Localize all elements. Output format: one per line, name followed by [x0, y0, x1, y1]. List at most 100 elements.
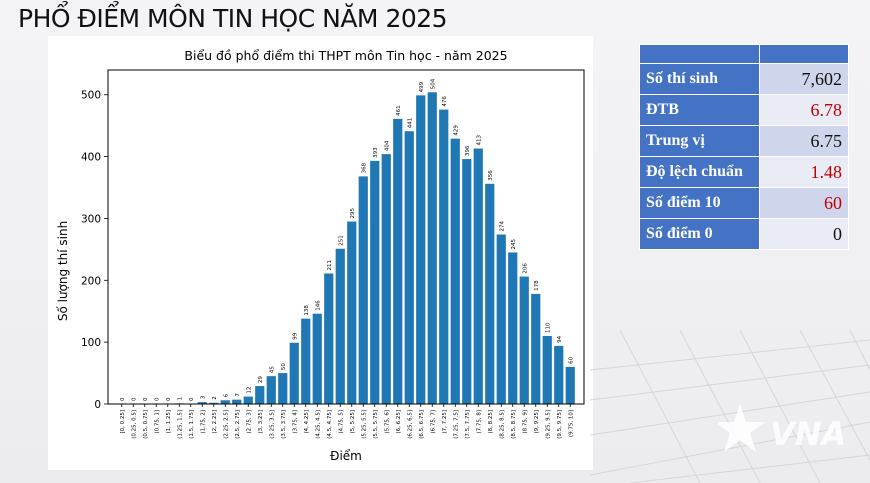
- bar-value-label: 0: [189, 397, 195, 401]
- x-tick-label: (3.25, 3.5]: [269, 410, 275, 439]
- bar-value-label: 251: [338, 235, 344, 246]
- bar-value-label: 1: [177, 397, 183, 401]
- x-tick-label: (6.75, 7]: [430, 410, 436, 434]
- x-tick-label: (5.5, 5.75]: [373, 410, 379, 439]
- stats-header-row: [639, 44, 849, 64]
- bar: [473, 148, 483, 404]
- stats-label: Độ lệch chuẩn: [639, 156, 760, 188]
- bar: [565, 366, 575, 404]
- x-tick-label: (6, 6.25]: [396, 410, 402, 434]
- bar-value-label: 368: [361, 162, 367, 173]
- x-tick-label: (2.5, 2.75]: [235, 410, 241, 439]
- x-tick-label: (4.75, 5]: [338, 410, 344, 434]
- bar-value-label: 94: [557, 335, 563, 342]
- bar: [312, 313, 322, 404]
- bar-value-label: 206: [522, 263, 528, 274]
- bar: [554, 345, 564, 404]
- bar: [496, 234, 506, 404]
- x-tick-label: (0.5, 0.75]: [143, 410, 149, 439]
- x-tick-label: (0.75, 1]: [154, 410, 160, 434]
- x-tick-label: (2.75, 3]: [246, 410, 252, 434]
- bar-value-label: 6: [223, 393, 229, 397]
- bar-value-label: 245: [511, 238, 517, 249]
- bar-value-label: 476: [442, 96, 448, 107]
- bar: [427, 92, 437, 404]
- bar-value-label: 146: [315, 300, 321, 311]
- bar: [439, 109, 449, 405]
- bar: [278, 373, 288, 404]
- bar: [289, 342, 299, 404]
- x-tick-label: (7.75, 8]: [476, 410, 482, 434]
- bar: [381, 154, 391, 404]
- stats-label: Trung vị: [639, 125, 760, 157]
- bar-value-label: 7: [235, 393, 241, 397]
- stats-label: Số điểm 10: [639, 187, 760, 219]
- bar-value-label: 499: [419, 81, 425, 92]
- bar: [508, 252, 518, 404]
- bar-value-label: 429: [453, 125, 459, 136]
- y-tick-label: 300: [81, 213, 101, 225]
- stats-value: 1.48: [759, 156, 849, 188]
- bar: [370, 160, 380, 404]
- chart-title: Biểu đồ phổ điểm thi THPT môn Tin học - …: [184, 48, 507, 63]
- y-tick-label: 100: [81, 337, 101, 349]
- stats-value: 6.75: [759, 125, 849, 157]
- bar-value-label: 413: [476, 135, 482, 146]
- bar-value-label: 50: [281, 363, 287, 370]
- bar: [243, 396, 253, 404]
- bar-value-label: 178: [534, 280, 540, 291]
- bar: [232, 399, 242, 404]
- stats-label: Số thí sinh: [639, 63, 760, 95]
- x-tick-label: (5.75, 6]: [384, 410, 390, 434]
- bar-value-label: 274: [499, 221, 505, 232]
- bar: [301, 318, 311, 404]
- bar-value-label: 504: [430, 78, 436, 89]
- score-distribution-chart: Biểu đồ phổ điểm thi THPT môn Tin học - …: [56, 48, 585, 463]
- x-tick-label: (9.5, 9.75]: [557, 410, 563, 439]
- bar: [266, 376, 276, 404]
- stats-header-cell: [759, 44, 849, 64]
- x-tick-label: (6.25, 6.5]: [407, 410, 413, 439]
- bar: [404, 131, 414, 404]
- x-tick-label: [0, 0.25]: [120, 410, 126, 434]
- stats-value: 60: [759, 187, 849, 219]
- x-tick-label: (4.25, 4.5]: [315, 410, 321, 439]
- x-axis-label: Điểm: [330, 449, 362, 463]
- watermark-text: VNA: [770, 415, 846, 453]
- x-tick-label: (6.5, 6.75]: [419, 410, 425, 439]
- stats-value: 0: [759, 218, 849, 250]
- bar-value-label: 393: [373, 147, 379, 158]
- x-tick-label: (2, 2.25]: [212, 410, 218, 434]
- x-tick-label: (8.5, 8.75]: [511, 410, 517, 439]
- bar-value-label: 99: [292, 332, 298, 339]
- bar-value-label: 60: [568, 356, 574, 363]
- bar: [531, 293, 541, 404]
- x-tick-label: (3.5, 3.75]: [281, 410, 287, 439]
- x-tick-label: (1.25, 1.5]: [177, 410, 183, 439]
- bar: [358, 176, 368, 404]
- stats-row: Số thí sinh 7,602: [639, 63, 849, 95]
- stats-value: 7,602: [759, 63, 849, 95]
- bar-value-label: 29: [258, 376, 264, 383]
- stats-row: Số điểm 10 60: [639, 187, 849, 219]
- stats-value: 6.78: [759, 94, 849, 126]
- chart-card: Biểu đồ phổ điểm thi THPT môn Tin học - …: [48, 36, 593, 470]
- x-tick-label: (3, 3.25]: [258, 410, 264, 434]
- bar: [220, 400, 230, 404]
- y-tick-label: 200: [81, 275, 101, 287]
- x-tick-label: (5, 5.25]: [350, 410, 356, 434]
- x-tick-label: (9.25, 9.5]: [545, 410, 551, 439]
- stats-label: Số điểm 0: [639, 218, 760, 250]
- bar-value-label: 0: [120, 397, 126, 401]
- bar: [485, 183, 495, 404]
- bar-value-label: 0: [143, 397, 149, 401]
- x-tick-label: (9.75, 10]: [568, 410, 574, 437]
- bar: [393, 118, 403, 404]
- x-tick-label: (2.25, 2.5]: [223, 410, 229, 439]
- bar-value-label: 0: [131, 397, 137, 401]
- x-tick-label: (7.5, 7.75]: [465, 410, 471, 439]
- bar-value-label: 0: [154, 397, 160, 401]
- bar-value-label: 404: [384, 140, 390, 151]
- floor-grid-decoration: [590, 330, 870, 483]
